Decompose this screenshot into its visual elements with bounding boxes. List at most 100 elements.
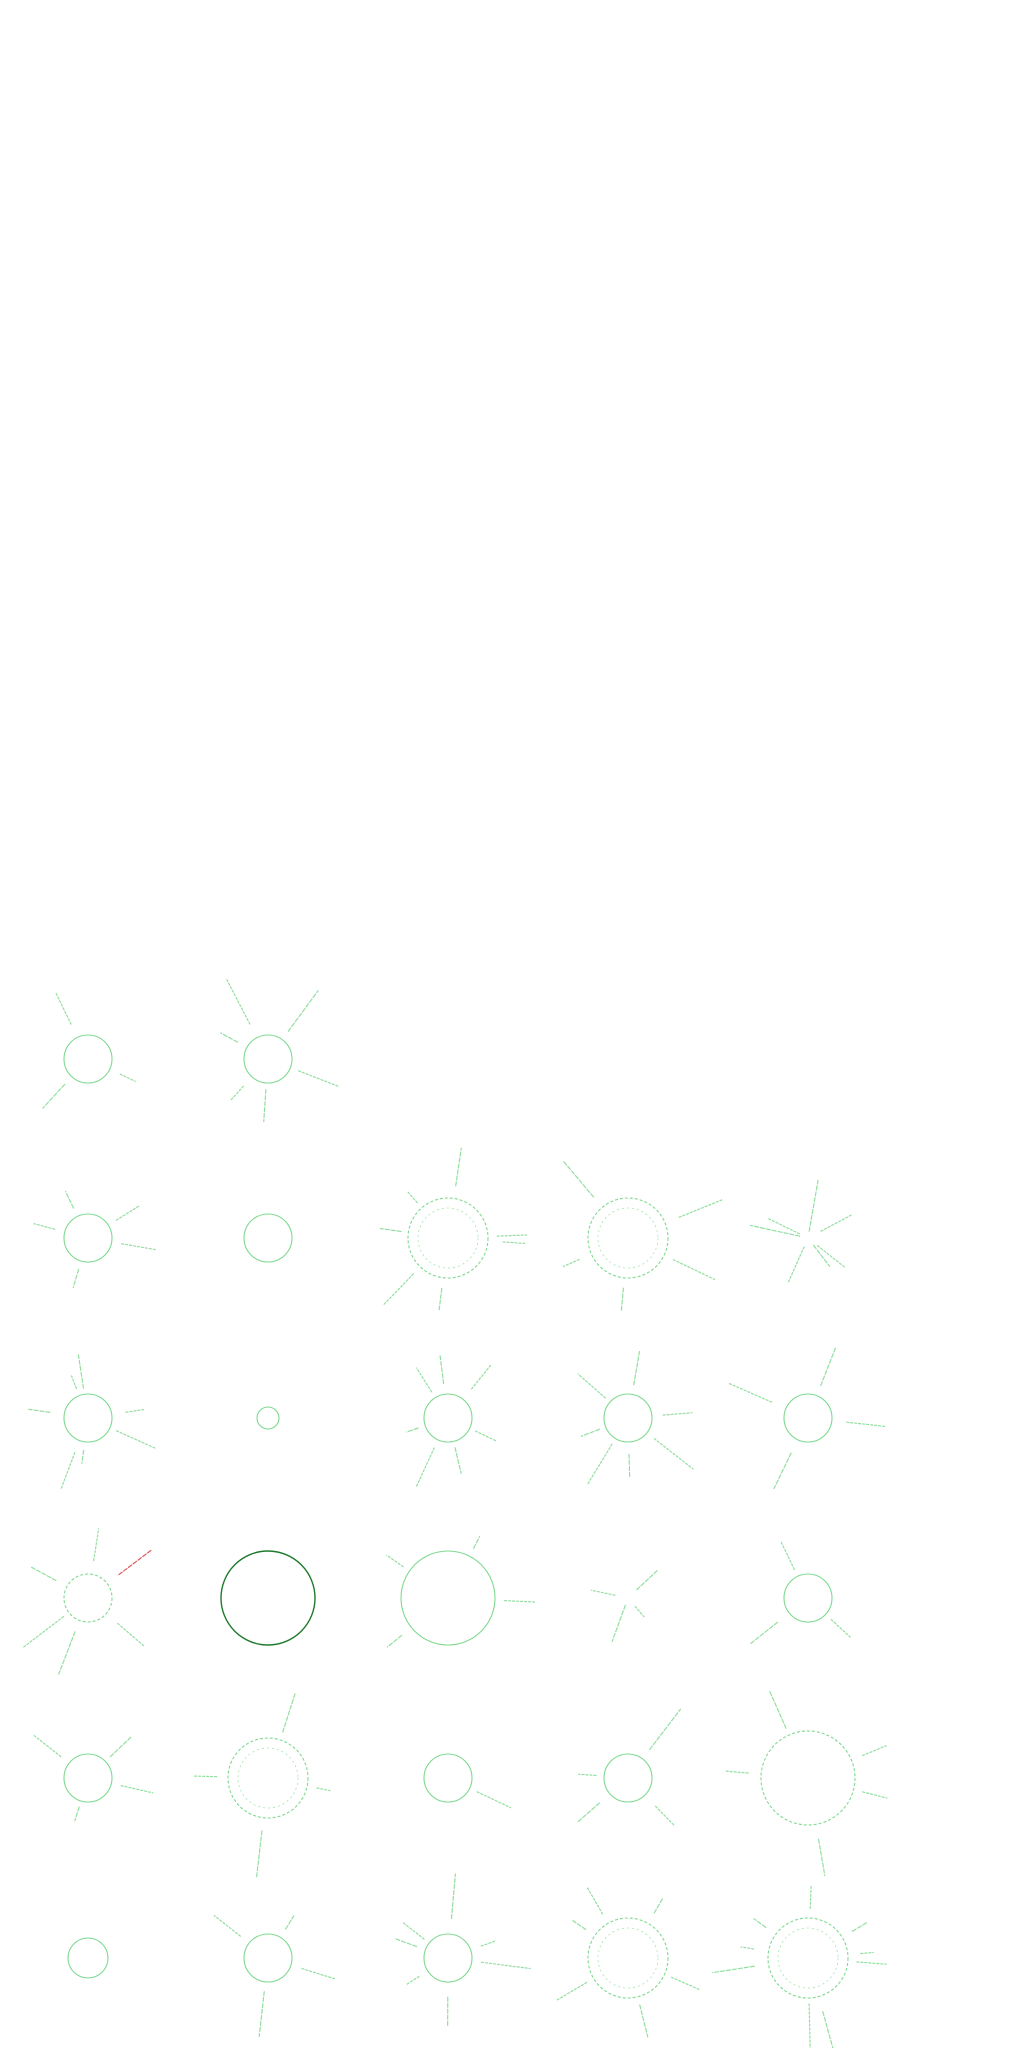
sun-ray xyxy=(70,1375,78,1390)
ring xyxy=(63,1393,113,1443)
sun-ray xyxy=(862,1745,887,1757)
sun-ray xyxy=(473,1536,481,1549)
sun-ray xyxy=(851,1921,869,1932)
sun-icon xyxy=(192,1692,331,1878)
sun-ray xyxy=(636,1570,658,1591)
sun-ray xyxy=(474,1430,498,1442)
sun-ray xyxy=(119,1073,136,1082)
sun-ray xyxy=(502,1241,526,1245)
sun-icon xyxy=(577,1351,694,1486)
sun-ray xyxy=(22,1616,65,1649)
small-circle-icon xyxy=(256,1406,280,1430)
sun-ray xyxy=(115,1430,157,1450)
inner-ring xyxy=(777,1927,839,1989)
sun-ray xyxy=(769,1690,787,1729)
sun-ray xyxy=(634,1605,645,1618)
sun-ray xyxy=(817,1838,826,1877)
sun-icon xyxy=(724,1690,888,1877)
sun-ray xyxy=(386,1634,403,1648)
ring xyxy=(587,1917,669,1999)
sun-icon xyxy=(379,1147,528,1311)
sun-ray xyxy=(72,1268,80,1289)
sun-ray xyxy=(230,1085,244,1101)
ring xyxy=(227,1737,309,1819)
sun-icon xyxy=(22,1528,153,1675)
sun-ray xyxy=(727,1382,773,1403)
sun-ray xyxy=(455,1147,462,1187)
sun-ray xyxy=(504,1600,536,1603)
sun-ray xyxy=(287,990,319,1032)
sun-icon xyxy=(727,1347,886,1490)
sun-ray xyxy=(578,1773,597,1777)
sun-ray xyxy=(577,1373,606,1399)
sun-ray xyxy=(670,1976,701,1991)
sun-ray xyxy=(862,1791,888,1799)
sun-icon xyxy=(42,991,136,1109)
sun-ray xyxy=(766,1217,800,1235)
sun-ray xyxy=(282,1692,296,1733)
sun-ray xyxy=(54,991,72,1025)
sun-ray xyxy=(820,1347,837,1387)
sun-ray xyxy=(28,1408,51,1413)
icon-grid xyxy=(22,978,888,2048)
ring xyxy=(243,1933,293,1983)
sun-ray xyxy=(711,1965,755,1974)
sun-ray xyxy=(386,1554,404,1568)
sun-ray xyxy=(724,1770,749,1774)
sun-ray xyxy=(121,1243,156,1251)
sun-ray xyxy=(406,1427,419,1433)
sun-ray xyxy=(678,1199,723,1218)
ring xyxy=(423,1753,473,1803)
sun-ray xyxy=(740,1946,755,1950)
sun-ray xyxy=(213,1915,241,1937)
ring xyxy=(423,1933,473,1983)
sun-icon xyxy=(406,1354,498,1489)
sun-ray xyxy=(649,1708,682,1751)
ring xyxy=(256,1406,280,1430)
sun-ray xyxy=(586,1443,613,1486)
sun-ray xyxy=(830,1619,851,1638)
sun-ray xyxy=(316,1787,331,1792)
sun-icon xyxy=(386,1536,536,1648)
ring xyxy=(63,1213,113,1263)
sun-ray xyxy=(780,1540,795,1571)
sun-ray xyxy=(74,1806,80,1822)
sun-ray xyxy=(407,1191,418,1204)
sun-ray xyxy=(808,2003,811,2048)
sun-ray xyxy=(562,1258,580,1268)
rays-icon xyxy=(590,1570,658,1642)
sun-icon xyxy=(423,1753,512,1809)
sun-ray xyxy=(405,1975,420,1986)
sun-ray xyxy=(220,1032,239,1043)
sun-ray xyxy=(93,1528,100,1562)
sun-icon xyxy=(395,1873,531,2028)
sun-ray xyxy=(256,1830,263,1878)
ring xyxy=(220,1550,316,1646)
sun-ray xyxy=(620,1287,624,1312)
sun-ray xyxy=(639,2004,649,2038)
sun-ray xyxy=(577,1802,600,1823)
sun-ray xyxy=(438,1287,443,1311)
sun-ray xyxy=(58,1631,76,1675)
sun-icon xyxy=(213,1915,336,2038)
sun-ray xyxy=(117,1622,144,1647)
sun-ray xyxy=(454,1447,462,1474)
sun-ray xyxy=(787,1246,805,1284)
sun-ray xyxy=(633,1351,641,1386)
sun-ray xyxy=(822,2011,834,2048)
sun-ray xyxy=(809,1883,812,1909)
sun-ray xyxy=(81,1449,85,1464)
sun-ray xyxy=(120,1785,154,1794)
sun-ray xyxy=(749,1621,779,1645)
sun-ray xyxy=(118,1549,153,1576)
sun-ray xyxy=(480,1940,496,1947)
sun-ray xyxy=(402,1922,425,1940)
sun-ray xyxy=(586,1887,604,1915)
sun-ray xyxy=(65,1191,75,1209)
circle-icon xyxy=(243,1213,293,1263)
sun-ray xyxy=(820,1213,853,1232)
sun-ray xyxy=(628,1453,631,1478)
sun-ray xyxy=(192,1775,218,1778)
sun-ray xyxy=(572,1920,587,1931)
sun-icon xyxy=(28,1354,157,1491)
